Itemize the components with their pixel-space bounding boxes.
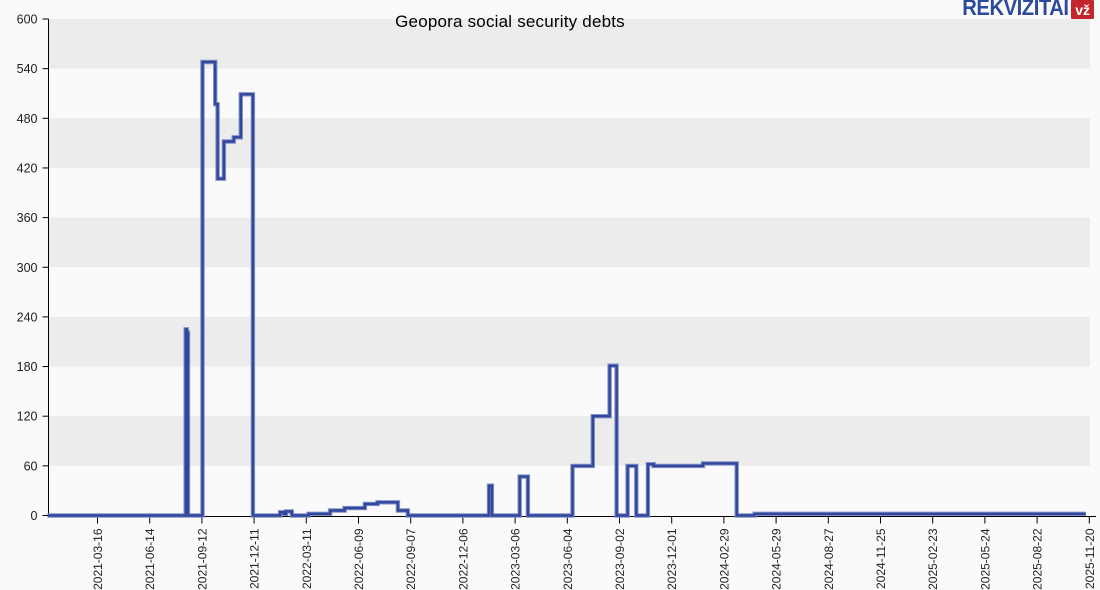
y-tick-label: 360 [17,211,38,225]
y-tick-label: 240 [17,310,38,324]
x-tick-label: 2024-08-27 [822,528,836,590]
logo-badge: vž [1071,0,1094,19]
x-tick-label: 2025-08-22 [1031,528,1045,590]
x-tick-label: 2023-12-01 [665,528,679,590]
y-tick-label: 300 [17,261,38,275]
x-tick-label: 2024-11-25 [874,528,888,589]
x-tick-label: 2025-02-23 [926,528,940,590]
plot-band [48,167,1090,218]
y-tick-label: 60 [24,459,38,473]
rekvizitai-logo[interactable]: REKVIZITAI vž [953,0,1094,19]
y-tick-label: 420 [17,161,38,175]
debt-line [47,60,1086,517]
plot-band [48,465,1090,516]
x-tick-label: 2022-12-06 [456,528,470,590]
y-tick-label: 480 [17,112,38,126]
y-tick-label: 0 [31,509,38,523]
x-tick-label: 2021-03-16 [91,528,105,590]
x-tick-label: 2025-05-24 [978,528,992,590]
x-tick-label: 2024-02-29 [717,528,731,590]
x-tick-label: 2023-06-04 [561,528,575,590]
x-tick-label: 2021-12-11 [248,528,262,589]
x-tick-label: 2021-09-12 [195,528,209,590]
x-tick-label: 2025-11-20 [1083,528,1097,589]
plot-band [48,217,1090,268]
x-tick-label: 2022-09-07 [404,528,418,590]
plot-band [48,267,1090,317]
y-tick-label: 540 [17,62,38,76]
plot-band [48,68,1090,119]
x-tick-label: 2023-03-06 [509,528,523,590]
x-tick-label: 2024-05-29 [770,528,784,590]
logo-text: REKVIZITAI [961,0,1069,20]
y-tick-label: 180 [17,360,38,374]
plot-band [48,316,1090,367]
x-tick-label: 2021-06-14 [143,528,157,590]
plot-band [48,118,1090,168]
chart-title: Geopora social security debts [395,12,625,31]
x-tick-label: 2022-03-11 [300,528,314,589]
plot-band [48,416,1090,466]
y-tick-label: 600 [17,13,38,27]
plot-band [48,366,1090,417]
plot-band [48,19,1090,69]
x-tick-label: 2022-06-09 [352,528,366,590]
x-tick-label: 2023-09-02 [613,528,627,590]
y-tick-label: 120 [17,410,38,424]
